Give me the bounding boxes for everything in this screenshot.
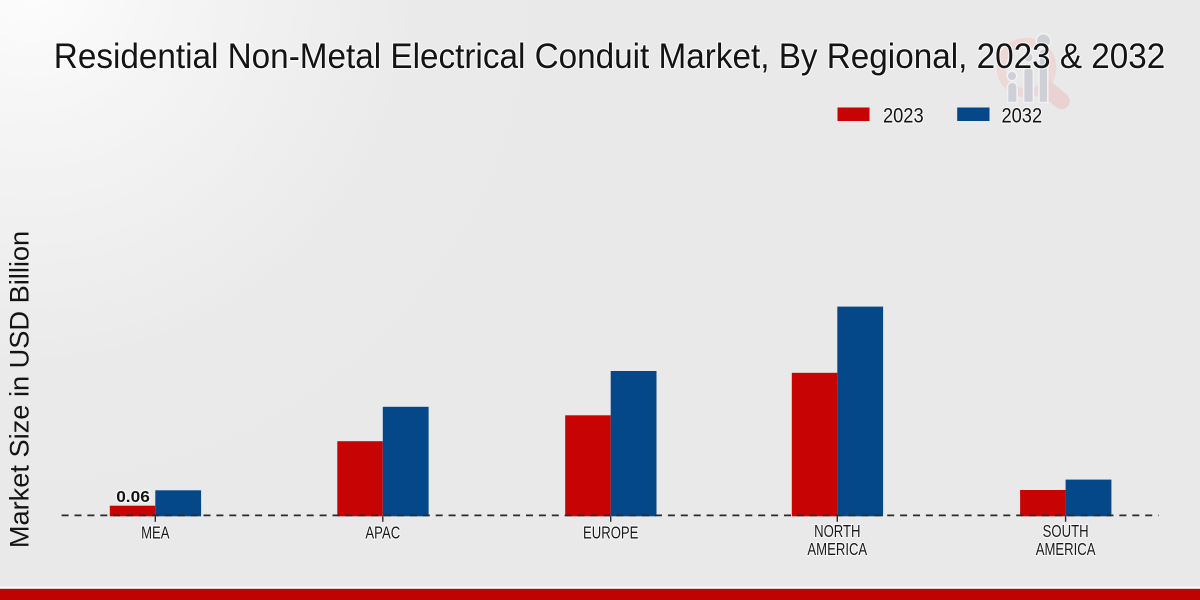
svg-text:APAC: APAC: [365, 524, 400, 543]
svg-text:EUROPE: EUROPE: [583, 524, 638, 543]
svg-text:AMERICA: AMERICA: [807, 540, 867, 559]
svg-text:2032: 2032: [1002, 104, 1043, 128]
svg-text:NORTH: NORTH: [814, 522, 860, 541]
svg-text:MEA: MEA: [141, 524, 170, 543]
svg-text:2023: 2023: [883, 104, 924, 128]
svg-text:Market Size in USD Billion: Market Size in USD Billion: [4, 231, 35, 548]
svg-text:Residential Non-Metal Electric: Residential Non-Metal Electrical Conduit…: [54, 37, 1166, 76]
svg-text:SOUTH: SOUTH: [1043, 522, 1089, 541]
svg-text:0.06: 0.06: [116, 487, 150, 505]
svg-text:AMERICA: AMERICA: [1036, 540, 1096, 559]
